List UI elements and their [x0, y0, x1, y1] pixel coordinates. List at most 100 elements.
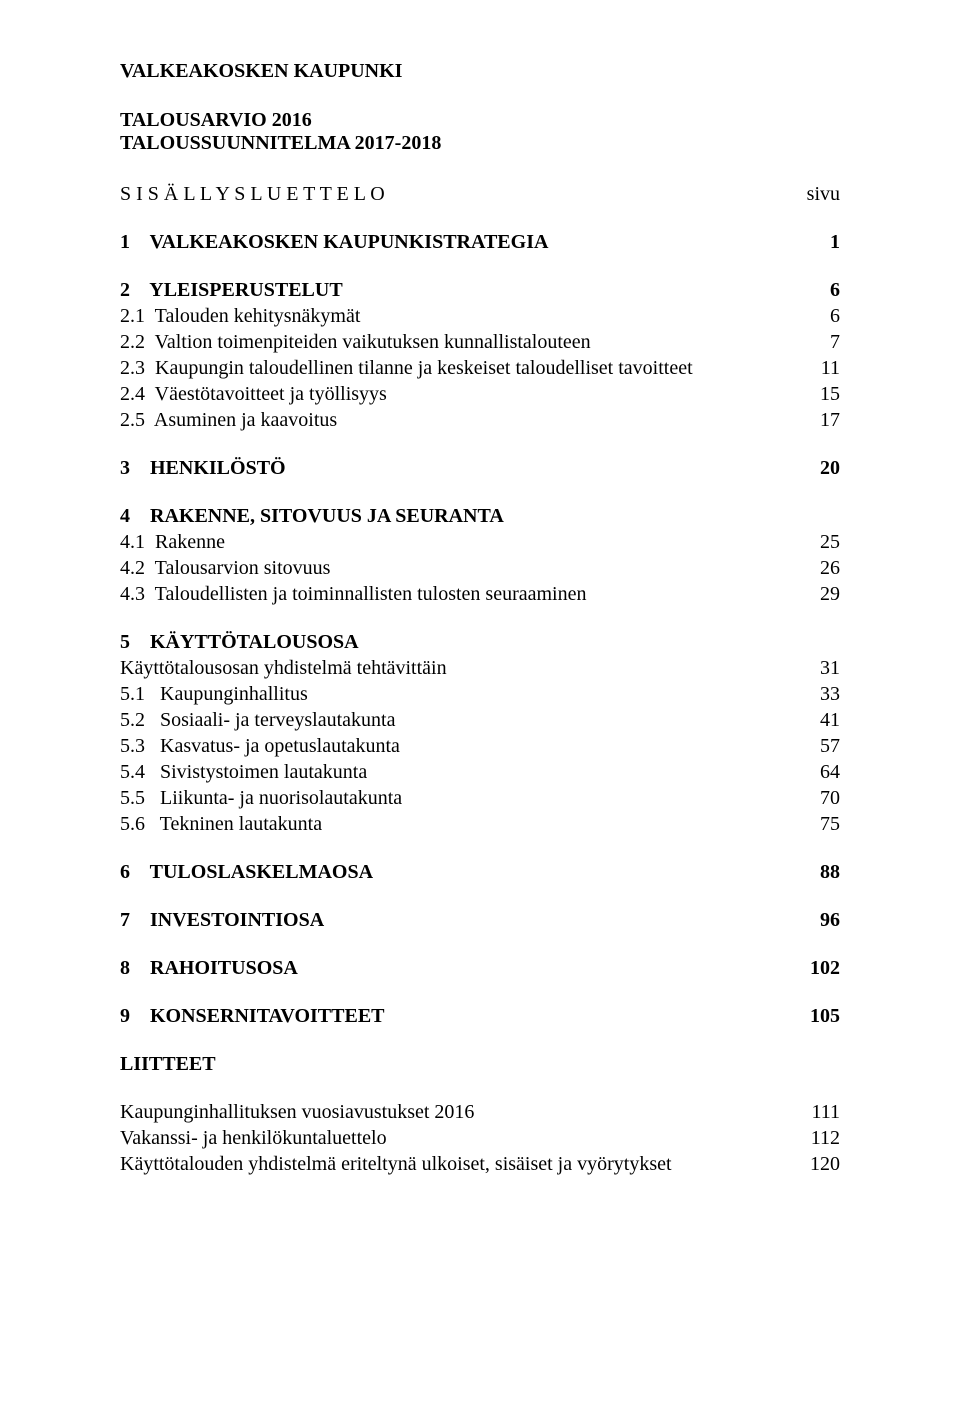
toc-page: 1	[782, 229, 840, 255]
org-name: VALKEAKOSKEN KAUPUNKI	[120, 60, 840, 83]
doc-title-line2: TALOUSSUUNNITELMA 2017-2018	[120, 132, 840, 155]
toc-label: INVESTOINTIOSA	[150, 909, 324, 931]
toc-num: 5	[120, 631, 130, 653]
toc-item: 2.4 Väestötavoitteet ja työllisyys 15	[120, 381, 840, 407]
toc-num: 4.1	[120, 531, 145, 553]
toc-page: 7	[782, 329, 840, 355]
toc-label: S I S Ä L L Y S L U E T T E L O	[120, 181, 782, 207]
toc-page: 33	[782, 681, 840, 707]
toc-item: 5.3 Kasvatus- ja opetuslautakunta 57	[120, 733, 840, 759]
toc-num: 3	[120, 457, 130, 479]
toc-item: 5.4 Sivistystoimen lautakunta 64	[120, 759, 840, 785]
toc-label: Tekninen lautakunta	[160, 813, 322, 835]
toc-page: 11	[782, 355, 840, 381]
toc-section: 9 KONSERNITAVOITTEET 105	[120, 1003, 840, 1029]
toc-page: 70	[782, 785, 840, 811]
toc-num: 6	[120, 861, 130, 883]
toc-label: YLEISPERUSTELUT	[149, 279, 342, 301]
toc-num: 4.2	[120, 557, 145, 579]
toc-num: 5.3	[120, 735, 145, 757]
toc-label: Käyttötalouden yhdistelmä eriteltynä ulk…	[120, 1153, 672, 1175]
toc-item: 4.1 Rakenne 25	[120, 529, 840, 555]
toc-label: KÄYTTÖTALOUSOSA	[150, 631, 359, 653]
doc-title-line1: TALOUSARVIO 2016	[120, 109, 840, 132]
toc-num: 2	[120, 279, 130, 301]
toc-page: 120	[782, 1151, 840, 1177]
toc-num: 5.5	[120, 787, 145, 809]
toc-label: Kaupunginhallituksen vuosiavustukset 201…	[120, 1101, 474, 1123]
toc-page: 88	[782, 859, 840, 885]
toc-label: VALKEAKOSKEN KAUPUNKISTRATEGIA	[150, 231, 549, 253]
toc-label: Kasvatus- ja opetuslautakunta	[160, 735, 400, 757]
toc-page: 20	[782, 455, 840, 481]
toc-num: 1	[120, 231, 130, 253]
toc-page: 57	[782, 733, 840, 759]
toc-page: 29	[782, 581, 840, 607]
toc-item: 4.2 Talousarvion sitovuus 26	[120, 555, 840, 581]
toc-num: 9	[120, 1005, 130, 1027]
toc-num: 7	[120, 909, 130, 931]
toc-label: Väestötavoitteet ja työllisyys	[155, 383, 387, 405]
toc-item: Vakanssi- ja henkilökuntaluettelo 112	[120, 1125, 840, 1151]
toc-page: 105	[782, 1003, 840, 1029]
toc-num: 5.1	[120, 683, 145, 705]
toc-num: 8	[120, 957, 130, 979]
toc-num: 2.3	[120, 357, 145, 379]
toc-num: 5.2	[120, 709, 145, 731]
toc-label: Kaupungin taloudellinen tilanne ja keske…	[155, 357, 693, 379]
toc-page: 112	[782, 1125, 840, 1151]
toc-item: Kaupunginhallituksen vuosiavustukset 201…	[120, 1099, 840, 1125]
toc-label: Käyttötalousosan yhdistelmä tehtävittäin	[120, 657, 447, 679]
toc-label: Vakanssi- ja henkilökuntaluettelo	[120, 1127, 387, 1149]
toc-item: 5.6 Tekninen lautakunta 75	[120, 811, 840, 837]
toc-num: 5.6	[120, 813, 145, 835]
toc-item: 5.5 Liikunta- ja nuorisolautakunta 70	[120, 785, 840, 811]
toc-page: 6	[782, 303, 840, 329]
toc-page: 41	[782, 707, 840, 733]
toc-page: 64	[782, 759, 840, 785]
toc-section: 5 KÄYTTÖTALOUSOSA	[120, 629, 840, 655]
toc-page-label: sivu	[782, 181, 840, 207]
toc-page: 96	[782, 907, 840, 933]
toc-section: 6 TULOSLASKELMAOSA 88	[120, 859, 840, 885]
toc-page: 102	[782, 955, 840, 981]
toc-page: 26	[782, 555, 840, 581]
toc-item: 2.1 Talouden kehitysnäkymät 6	[120, 303, 840, 329]
toc-label: HENKILÖSTÖ	[150, 457, 286, 479]
toc-label: Liikunta- ja nuorisolautakunta	[160, 787, 402, 809]
toc-label: RAKENNE, SITOVUUS JA SEURANTA	[150, 505, 504, 527]
toc-label: Talouden kehitysnäkymät	[155, 305, 361, 327]
toc-num: 2.2	[120, 331, 145, 353]
toc-label: RAHOITUSOSA	[150, 957, 298, 979]
toc-num: 2.5	[120, 409, 145, 431]
toc-item: 5.2 Sosiaali- ja terveyslautakunta 41	[120, 707, 840, 733]
toc-item: 2.5 Asuminen ja kaavoitus 17	[120, 407, 840, 433]
toc-page: 75	[782, 811, 840, 837]
toc-num: 2.1	[120, 305, 145, 327]
toc-item: Käyttötalousosan yhdistelmä tehtävittäin…	[120, 655, 840, 681]
toc-num: 4.3	[120, 583, 145, 605]
toc-section: 8 RAHOITUSOSA 102	[120, 955, 840, 981]
toc-label: Talousarvion sitovuus	[155, 557, 331, 579]
toc-label: LIITTEET	[120, 1051, 782, 1077]
toc-section: 2 YLEISPERUSTELUT 6	[120, 277, 840, 303]
toc-section: 4 RAKENNE, SITOVUUS JA SEURANTA	[120, 503, 840, 529]
toc-label: Kaupunginhallitus	[160, 683, 308, 705]
toc-label: Asuminen ja kaavoitus	[154, 409, 337, 431]
toc-page: 6	[782, 277, 840, 303]
toc-label: KONSERNITAVOITTEET	[150, 1005, 385, 1027]
toc-appendix-heading: LIITTEET	[120, 1051, 840, 1077]
toc-section: 7 INVESTOINTIOSA 96	[120, 907, 840, 933]
toc-page: 15	[782, 381, 840, 407]
toc-item: 5.1 Kaupunginhallitus 33	[120, 681, 840, 707]
toc-label: TULOSLASKELMAOSA	[150, 861, 373, 883]
toc-num: 4	[120, 505, 130, 527]
toc-num: 2.4	[120, 383, 145, 405]
toc-item: Käyttötalouden yhdistelmä eriteltynä ulk…	[120, 1151, 840, 1177]
toc-num: 5.4	[120, 761, 145, 783]
toc-section: 1 VALKEAKOSKEN KAUPUNKISTRATEGIA 1	[120, 229, 840, 255]
toc-header-row: S I S Ä L L Y S L U E T T E L O sivu	[120, 181, 840, 207]
toc-label: Rakenne	[155, 531, 225, 553]
toc-page: 31	[782, 655, 840, 681]
toc-page: 17	[782, 407, 840, 433]
